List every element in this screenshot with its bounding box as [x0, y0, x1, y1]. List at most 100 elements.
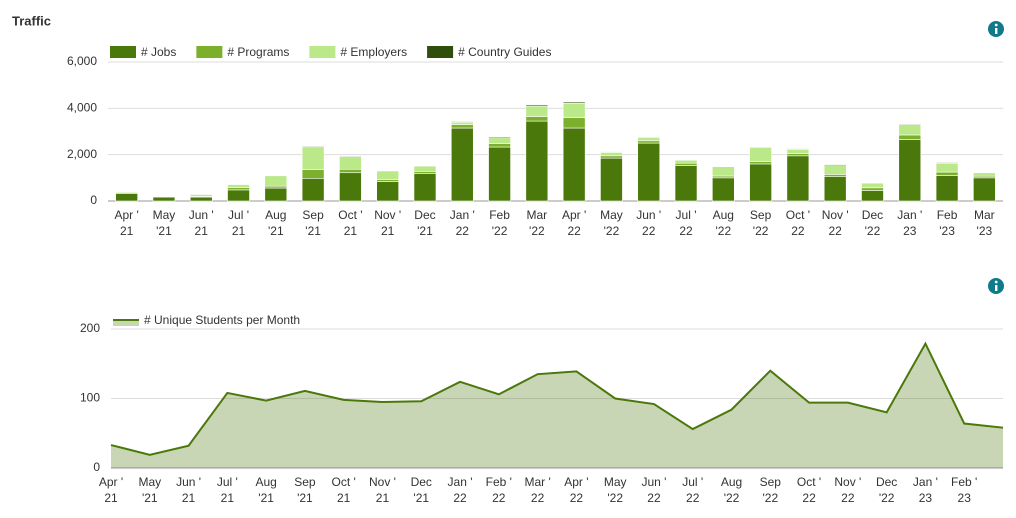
x-tick-label: Nov ' 21: [368, 475, 396, 505]
x-tick-label: Jan ' 23: [912, 475, 938, 505]
bar-segment: [450, 121, 474, 123]
x-tick-label: Dec '22: [875, 475, 898, 505]
bar-segment: [189, 194, 213, 197]
bar-segment: [525, 104, 549, 107]
x-tick-label: Jun ' 21: [188, 208, 214, 238]
bar-segment: [562, 117, 586, 129]
y-tick-label: 0: [90, 193, 97, 207]
x-tick-label: Mar '23: [974, 208, 995, 238]
x-tick-label: Feb ' 22: [485, 475, 512, 505]
bar-segment: [413, 165, 437, 172]
bar-segment: [935, 171, 959, 176]
bar-segment: [823, 174, 847, 177]
legend-label: # Jobs: [141, 45, 176, 59]
bar-segment: [450, 121, 474, 125]
legend-label: # Programs: [227, 45, 289, 59]
bar-segment: [562, 101, 586, 104]
x-tick-label: Jul ' 22: [682, 475, 704, 505]
bar-segment: [264, 175, 288, 187]
bar-segment: [115, 191, 138, 193]
bar-segment: [898, 123, 922, 125]
x-tick-label: May '21: [152, 208, 176, 238]
bar-segment: [301, 146, 325, 148]
bar-segment: [637, 136, 661, 142]
x-tick-label: Oct ' 21: [331, 475, 356, 505]
bar-segment: [935, 162, 959, 173]
bar-segment: [413, 171, 437, 174]
bar-segment: [227, 187, 250, 191]
bar-segment: [450, 124, 474, 129]
x-tick-label: Nov ' 21: [374, 208, 402, 238]
bar-segment: [674, 162, 698, 166]
x-tick-label: Jan ' 22: [447, 475, 473, 505]
bar-segment: [115, 193, 138, 202]
bar-segment: [712, 166, 735, 177]
x-tick-label: Aug '21: [265, 208, 287, 238]
bar-segment: [488, 146, 511, 202]
x-tick-label: Jun ' 21: [176, 475, 202, 505]
x-tick-label: Jan ' 22: [449, 208, 475, 238]
x-tick-label: Jul ' 21: [228, 208, 249, 238]
bar-segment: [973, 177, 996, 202]
x-tick-label: Feb '22: [489, 208, 510, 238]
info-icon[interactable]: [988, 278, 1004, 294]
bar-segment: [712, 177, 735, 202]
x-tick-label: Sep '22: [749, 208, 772, 238]
x-tick-label: Oct ' 22: [785, 208, 811, 238]
bar-segment: [339, 156, 362, 170]
bar-segment: [749, 147, 772, 162]
x-tick-label: Dec '22: [861, 208, 884, 238]
bar-segment: [861, 190, 884, 202]
y-tick-label: 2,000: [67, 147, 97, 161]
y-tick-label: 200: [80, 321, 100, 335]
bar-segment: [525, 120, 549, 202]
bar-segment: [600, 152, 623, 157]
bar-segment: [264, 187, 288, 202]
x-tick-label: Apr ' 21: [114, 208, 139, 238]
bar-segment: [898, 124, 922, 136]
bar-segment: [301, 177, 325, 202]
bar-segment: [823, 176, 847, 202]
bar-segment: [749, 146, 772, 149]
legend-swatch: [110, 46, 136, 58]
x-tick-label: Dec '21: [414, 208, 436, 238]
x-tick-label: Sep '21: [302, 208, 324, 238]
bar-segment: [861, 182, 884, 189]
x-tick-label: Nov ' 22: [834, 475, 862, 505]
bar-segment: [898, 139, 922, 202]
bar-segment: [674, 159, 698, 164]
y-tick-label: 0: [93, 460, 100, 474]
bar-segment: [935, 162, 959, 164]
bar-segment: [749, 161, 772, 165]
bar-segment: [786, 149, 810, 154]
bar-segment: [450, 127, 474, 202]
bar-segment: [749, 163, 772, 202]
x-tick-label: Sep '21: [294, 475, 316, 505]
bar-segment: [227, 189, 250, 202]
x-tick-label: Mar '22: [526, 208, 548, 238]
legend-label: # Employers: [340, 45, 407, 59]
bar-segment: [488, 136, 511, 139]
bar-segment: [823, 164, 847, 166]
bar-segment: [935, 175, 959, 202]
bar-segment: [488, 143, 511, 148]
bar-segment: [674, 165, 698, 202]
x-tick-label: Mar ' 22: [524, 475, 551, 505]
bar-segment: [525, 105, 549, 117]
bar-segment: [488, 137, 511, 144]
bar-segment: [339, 155, 362, 157]
info-icon[interactable]: [988, 21, 1004, 37]
line: [110, 341, 1004, 456]
x-tick-label: Jun ' 22: [636, 208, 662, 238]
bar-segment: [823, 165, 847, 175]
bar-segment: [562, 127, 586, 202]
x-tick-label: Jan ' 23: [897, 208, 923, 238]
bar-segment: [562, 102, 586, 118]
bar-segment: [861, 187, 884, 191]
bar-segment: [786, 155, 810, 202]
x-tick-label: Apr ' 22: [561, 208, 587, 238]
legend-swatch: [309, 46, 336, 58]
bar-segment: [600, 157, 623, 202]
legend-swatch: [427, 46, 454, 58]
